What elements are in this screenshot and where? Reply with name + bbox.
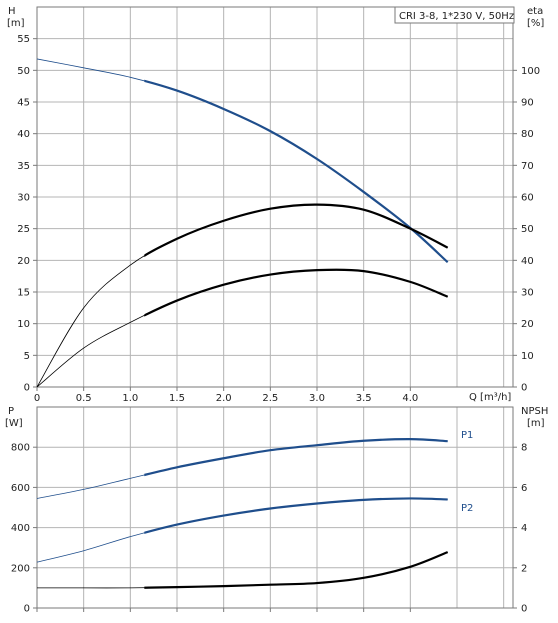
left-tick-label: 20 xyxy=(17,256,30,267)
head-axis-title: H xyxy=(8,6,16,17)
q-axis-ticks: 0 0.5 1.0 1.5 2.0 2.5 3.0 3.5 4.0 xyxy=(34,393,418,404)
head-curve-bold xyxy=(144,79,449,264)
npsh-axis-title: NPSH xyxy=(521,406,548,417)
q-axis-title: Q [m³/h] xyxy=(469,392,511,403)
x-tick-label: 4.0 xyxy=(402,393,418,404)
eta-axis-unit: [%] xyxy=(527,18,544,29)
head-efficiency-panel: 0 5 10 15 20 25 30 35 40 45 50 55 0 10 20 30 40 50 60 70 80… xyxy=(7,6,544,404)
power-axis-ticks: 0 200 400 600 800 xyxy=(11,443,411,615)
eta-axis-ticks: 0 10 20 30 40 50 60 70 80 90 100 xyxy=(513,66,540,394)
right-tick-label: 4 xyxy=(521,523,527,534)
left-tick-label: 35 xyxy=(17,161,30,172)
npsh-axis-unit: [m] xyxy=(527,418,545,429)
right-tick-label: 8 xyxy=(521,443,527,454)
x-tick-label: 1.0 xyxy=(122,393,138,404)
p1-curve-bold xyxy=(144,438,448,477)
right-tick-label: 60 xyxy=(521,193,534,204)
head-axis-unit: [m] xyxy=(7,18,25,29)
top-grid xyxy=(37,7,513,387)
right-tick-label: 40 xyxy=(521,256,534,267)
power-npsh-panel: 0 200 400 600 800 0 2 4 6 8 P [W] NPSH [m] P1 P2 xyxy=(5,406,548,615)
legend-box xyxy=(394,6,515,24)
left-tick-label: 400 xyxy=(11,523,30,534)
p2-curve-bold xyxy=(144,497,448,534)
left-tick-label: 0 xyxy=(24,383,30,394)
eta-axis-title: eta xyxy=(527,6,543,17)
head-axis-ticks: 0 5 10 15 20 25 30 35 40 45 50 55 xyxy=(17,34,411,394)
right-tick-label: 70 xyxy=(521,161,534,172)
efficiency_low-curve-bold xyxy=(144,203,449,258)
x-tick-label: 3.0 xyxy=(309,393,325,404)
left-tick-label: 600 xyxy=(11,483,30,494)
right-tick-label: 20 xyxy=(521,319,534,330)
right-tick-label: 10 xyxy=(521,351,534,362)
right-tick-label: 80 xyxy=(521,129,534,140)
right-tick-label: 100 xyxy=(521,66,540,77)
left-tick-label: 200 xyxy=(11,563,30,574)
x-tick-label: 0.5 xyxy=(76,393,92,404)
right-tick-label: 0 xyxy=(521,383,527,394)
bottom-series xyxy=(36,438,449,589)
left-tick-label: 25 xyxy=(17,224,30,235)
left-tick-label: 40 xyxy=(17,129,30,140)
left-tick-label: 30 xyxy=(17,193,30,204)
left-tick-label: 50 xyxy=(17,66,30,77)
right-tick-label: 90 xyxy=(521,98,534,109)
npsh-curve-bold xyxy=(144,551,449,589)
left-tick-label: 55 xyxy=(17,34,30,45)
x-tick-label: 0 xyxy=(34,393,40,404)
right-tick-label: 0 xyxy=(521,604,527,615)
right-tick-label: 6 xyxy=(521,483,527,494)
right-tick-label: 50 xyxy=(521,224,534,235)
npsh-axis-ticks: 0 2 4 6 8 xyxy=(513,443,527,615)
legend-text: CRI 3-8, 1*230 V, 50Hz xyxy=(399,11,514,22)
x-tick-label: 1.5 xyxy=(169,393,185,404)
p1-curve-label: P1 xyxy=(461,430,473,441)
right-tick-label: 2 xyxy=(521,563,527,574)
power-axis-unit: [W] xyxy=(5,418,23,429)
left-tick-label: 0 xyxy=(24,604,30,615)
left-tick-label: 800 xyxy=(11,443,30,454)
left-tick-label: 45 xyxy=(17,98,30,109)
x-tick-label: 3.5 xyxy=(356,393,372,404)
x-tick-label: 2.0 xyxy=(216,393,232,404)
left-tick-label: 10 xyxy=(17,319,30,330)
x-tick-label: 2.5 xyxy=(262,393,278,404)
efficiency_high-curve-bold xyxy=(144,268,449,317)
right-tick-label: 30 xyxy=(521,288,534,299)
power-axis-title: P xyxy=(8,406,14,417)
bottom-frame xyxy=(36,406,514,609)
left-tick-label: 5 xyxy=(24,351,30,362)
top-series xyxy=(36,58,449,388)
p2-curve-label: P2 xyxy=(461,503,473,514)
left-tick-label: 15 xyxy=(17,288,30,299)
